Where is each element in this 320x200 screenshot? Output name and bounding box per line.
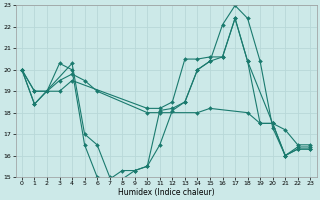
X-axis label: Humidex (Indice chaleur): Humidex (Indice chaleur) — [118, 188, 214, 197]
